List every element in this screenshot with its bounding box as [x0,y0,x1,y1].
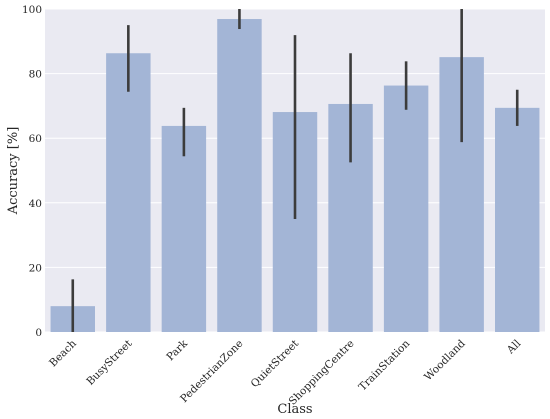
y-tick-label: 80 [29,69,42,81]
y-tick-labels: 0 20 40 60 80 100 [22,4,42,339]
x-tick-label: Park [164,337,190,363]
y-tick-label: 40 [29,198,42,210]
bar-all [495,107,540,332]
x-tick-label: Beach [47,337,79,369]
x-axis-label: Class [277,402,312,417]
x-tick-label: Woodland [422,337,468,383]
y-tick-label: 60 [29,133,42,145]
x-tick-label: TrainStation [357,337,413,393]
x-tick-label: QuietStreet [249,337,302,390]
bar-busystreet [106,53,151,332]
x-tick-label: BusyStreet [84,337,135,388]
bar-pedestrianzone [217,19,262,332]
x-tick-label: All [504,337,524,357]
bar-trainstation [383,85,429,333]
y-tick-label: 100 [22,4,42,16]
bars-group [50,19,540,333]
y-axis-label: Accuracy [%] [6,127,21,216]
y-tick-label: 0 [35,327,42,339]
bar-park [161,125,207,333]
y-tick-label: 20 [29,262,42,274]
error-bars-group [71,9,519,332]
